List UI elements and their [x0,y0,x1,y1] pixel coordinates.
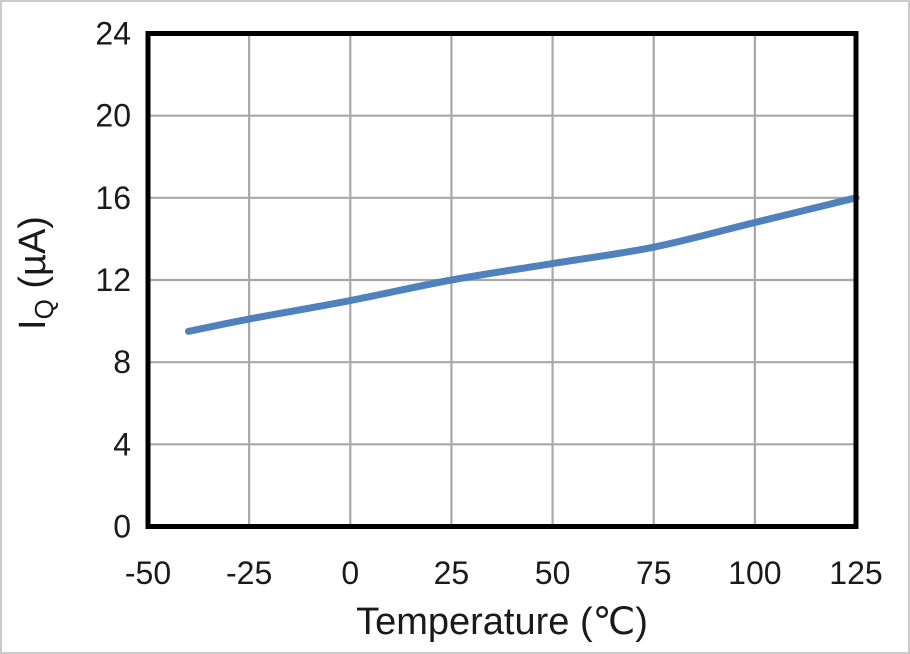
x-tick-label: 125 [829,555,882,591]
y-tick-label: 12 [95,262,131,298]
y-tick-label: 4 [113,426,131,462]
x-axis-title: Temperature (℃) [356,601,648,643]
x-tick-label: 100 [728,555,781,591]
y-tick-labels: 0 4 8 12 16 20 24 [95,16,131,545]
x-tick-label: -50 [125,555,171,591]
y-axis-title-main: I [12,319,54,330]
gridlines [148,33,856,527]
y-tick-label: 20 [95,98,131,134]
x-tick-label: 50 [535,555,571,591]
y-axis-title-subscript: Q [29,299,59,319]
y-tick-label: 0 [113,509,131,545]
x-tick-label: 75 [636,555,672,591]
y-axis-title-unit: (µA) [12,216,54,299]
x-tick-labels: -50 -25 0 25 50 75 100 125 [125,555,883,591]
x-tick-label: 0 [341,555,359,591]
plot-frame [145,31,859,529]
x-tick-label: -25 [226,555,272,591]
y-axis-title: IQ (µA) [12,216,59,330]
y-tick-label: 24 [95,16,131,52]
data-line-iq [184,194,860,335]
y-tick-label: 8 [113,344,131,380]
x-tick-label: 25 [434,555,470,591]
y-tick-label: 16 [95,180,131,216]
